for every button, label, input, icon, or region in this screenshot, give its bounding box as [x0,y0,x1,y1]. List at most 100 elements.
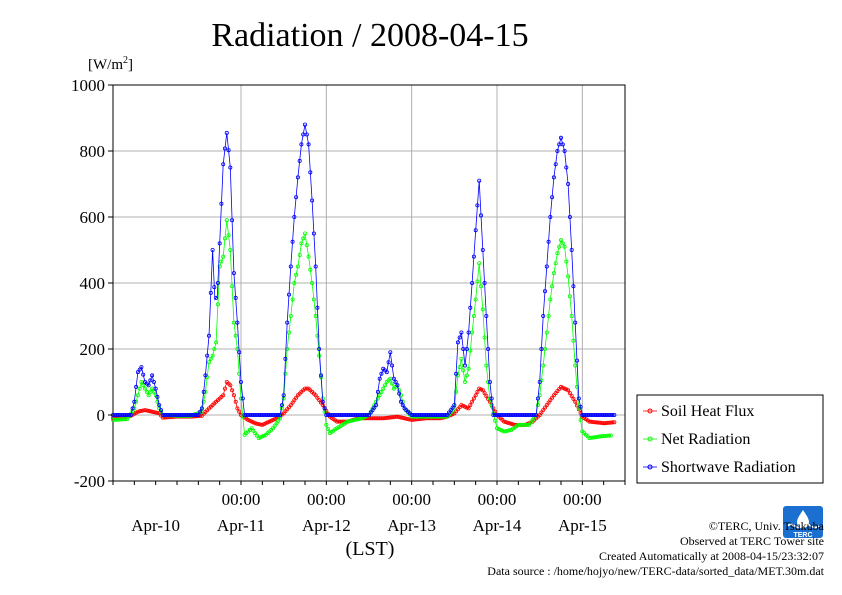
data-point [322,406,327,411]
data-point [130,406,135,411]
data-point [142,386,147,391]
data-point [256,422,261,427]
data-point [354,417,359,422]
data-point [393,379,398,384]
data-point [471,254,476,259]
data-point [358,416,363,421]
data-point [541,313,546,318]
data-point [141,408,146,413]
data-point [151,410,156,415]
data-point [607,420,612,425]
data-point [560,142,565,147]
x-date-label: Apr-10 [131,516,180,535]
data-point [150,409,155,414]
data-point [150,373,155,378]
data-point [480,247,485,252]
data-point [144,408,149,413]
data-point [203,373,208,378]
data-point [468,305,473,310]
data-point [551,175,556,180]
data-point [464,373,469,378]
legend-label: Soil Heat Flux [661,403,754,420]
data-point [454,371,459,376]
x-time-tick-label: 00:00 [563,490,602,509]
data-point [571,284,576,289]
data-point [219,201,224,206]
data-point [484,313,489,318]
data-point [228,383,233,388]
data-point [318,373,323,378]
data-point [217,241,222,246]
data-point [390,363,395,368]
data-point [135,370,140,375]
data-point [477,261,482,266]
data-point [459,356,464,361]
data-point [123,417,128,422]
data-point [199,406,204,411]
data-point [254,433,259,438]
data-point [473,393,478,398]
data-point [173,412,178,417]
data-point [589,419,594,424]
data-point [317,346,322,351]
data-point [475,203,480,208]
data-point [302,231,307,236]
data-point [482,391,487,396]
data-point [502,419,507,424]
data-point [505,428,510,433]
data-point [251,412,256,417]
data-point [222,386,227,391]
data-point [125,416,130,421]
y-tick-label: 600 [80,208,106,227]
data-point [352,417,357,422]
data-point [155,399,160,404]
data-point [569,393,574,398]
data-point [350,418,355,423]
y-axis-label: [W/m2] [88,55,133,73]
data-point [543,289,548,294]
data-point [544,330,549,335]
svg-text:TERC: TERC [793,532,812,539]
data-point [292,280,297,285]
data-point [231,393,236,398]
data-point [567,214,572,219]
data-point [468,403,473,408]
data-point [478,213,483,218]
data-point [493,418,498,423]
data-point [612,412,617,417]
legend-box [636,394,824,484]
data-point [470,399,475,404]
data-point [475,279,480,284]
data-point [221,254,226,259]
data-point [448,408,453,413]
x-date-label: Apr-14 [473,516,522,535]
x-time-tick-label: 00:00 [478,490,517,509]
data-point [487,379,492,384]
legend-label: Shortwave Radiation [661,459,796,476]
data-point [201,389,206,394]
data-point [381,386,386,391]
data-point [539,346,544,351]
data-point [384,370,389,375]
data-point [489,403,494,408]
data-point [527,422,532,427]
data-point [116,417,121,422]
data-point [605,420,610,425]
data-point [550,195,555,200]
data-point [566,388,571,393]
data-point [484,393,489,398]
data-point [189,412,194,417]
data-point [562,148,567,153]
data-point [215,302,220,307]
data-point [591,435,596,440]
data-point [587,436,592,441]
data-point [276,418,281,423]
data-point [190,412,195,417]
data-point [473,228,478,233]
data-point [297,158,302,163]
data-point [464,346,469,351]
data-point [132,399,137,404]
series-layer [111,122,617,441]
data-point [569,313,574,318]
data-point [141,372,146,377]
